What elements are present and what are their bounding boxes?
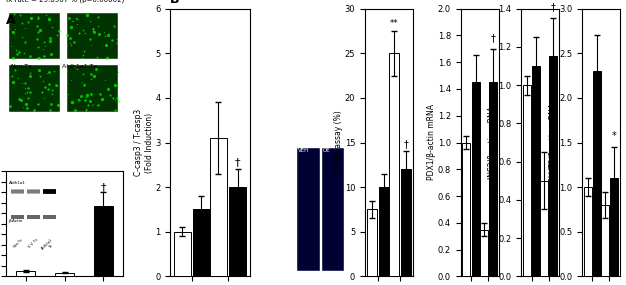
Text: B: B: [170, 0, 180, 6]
Bar: [610, 178, 618, 276]
Bar: [540, 181, 548, 276]
Bar: [523, 85, 531, 276]
Bar: [174, 232, 190, 276]
Bar: [367, 209, 377, 276]
Y-axis label: C-casp3 / T-casp3
(Fold Induction): C-casp3 / T-casp3 (Fold Induction): [134, 109, 153, 176]
FancyBboxPatch shape: [297, 282, 320, 285]
Text: C: C: [292, 0, 301, 3]
Bar: [16, 271, 36, 276]
Text: **: **: [390, 19, 399, 29]
Bar: [94, 205, 113, 276]
Bar: [471, 82, 480, 276]
Bar: [583, 187, 592, 276]
Bar: [229, 187, 246, 276]
Text: Aldh1a1 Tx: Aldh1a1 Tx: [62, 64, 98, 69]
Text: †: †: [490, 33, 495, 43]
FancyBboxPatch shape: [67, 13, 118, 59]
Bar: [593, 71, 601, 276]
Text: OE: OE: [322, 148, 330, 153]
Bar: [480, 230, 488, 276]
Text: †: †: [235, 157, 240, 167]
Bar: [601, 205, 609, 276]
Text: VEH: VEH: [298, 148, 309, 153]
Bar: [379, 187, 389, 276]
Text: Non-Tx: Non-Tx: [11, 64, 33, 69]
Text: A: A: [6, 14, 16, 27]
Text: *: *: [612, 131, 617, 141]
Text: †: †: [404, 139, 409, 149]
Bar: [532, 66, 540, 276]
Bar: [550, 56, 557, 276]
Bar: [210, 138, 227, 276]
Text: PA: PA: [298, 282, 305, 285]
Text: †: †: [101, 182, 106, 192]
Y-axis label: TUNEL assay (%): TUNEL assay (%): [334, 110, 343, 175]
FancyBboxPatch shape: [322, 148, 344, 271]
Bar: [489, 82, 497, 276]
Bar: [463, 142, 470, 276]
Y-axis label: INS2/β-actin mRNA: INS2/β-actin mRNA: [488, 106, 497, 179]
Text: †: †: [551, 2, 556, 12]
FancyBboxPatch shape: [297, 148, 320, 271]
Y-axis label: GLUT2/β-actin mRNA: GLUT2/β-actin mRNA: [548, 102, 558, 183]
Text: Tx rate = 29.8967 % (p=0.00002): Tx rate = 29.8967 % (p=0.00002): [4, 0, 125, 3]
Bar: [55, 273, 74, 276]
Bar: [401, 169, 411, 276]
FancyBboxPatch shape: [67, 65, 118, 111]
Bar: [389, 53, 399, 276]
FancyBboxPatch shape: [322, 282, 344, 285]
FancyBboxPatch shape: [9, 65, 60, 111]
Bar: [193, 209, 210, 276]
Y-axis label: PDX1/β-actin mRNA: PDX1/β-actin mRNA: [428, 105, 436, 180]
Text: PA+OE: PA+OE: [322, 282, 342, 285]
FancyBboxPatch shape: [9, 13, 60, 59]
